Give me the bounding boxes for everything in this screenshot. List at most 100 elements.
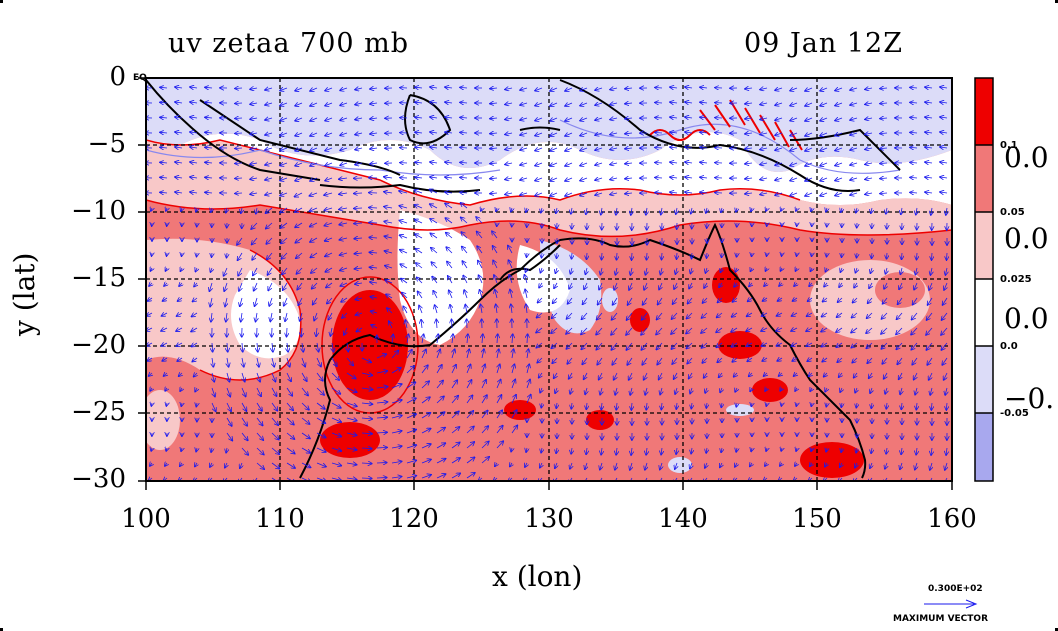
- wind-vector: [885, 267, 887, 274]
- wind-vector: [927, 357, 933, 365]
- wind-vector: [490, 133, 498, 134]
- y-tick-label: 0: [109, 62, 126, 92]
- wind-vector: [550, 178, 558, 181]
- wind-vector: [211, 312, 212, 322]
- wind-vector: [943, 297, 948, 305]
- wind-vector: [167, 253, 168, 256]
- wind-vector: [617, 252, 618, 260]
- wind-vector: [400, 235, 408, 238]
- wind-vector: [235, 118, 243, 119]
- wind-vector: [226, 207, 227, 213]
- wind-vector: [790, 88, 798, 91]
- wind-vector: [190, 87, 198, 88]
- wind-vector: [929, 282, 932, 290]
- colorbar-cell-6: [975, 413, 993, 481]
- wind-vector: [490, 103, 498, 104]
- wind-vector: [497, 334, 498, 344]
- wind-vector: [762, 313, 768, 316]
- wind-vector: [238, 252, 243, 260]
- wind-vector: [854, 282, 857, 288]
- wind-vector: [851, 327, 858, 333]
- wind-vector: [554, 372, 557, 378]
- wind-vector: [376, 463, 387, 464]
- wind-vector: [692, 252, 693, 259]
- wind-vector: [226, 312, 227, 322]
- wind-vector: [257, 372, 260, 382]
- wind-vector: [925, 132, 933, 133]
- white-band-north: [146, 132, 952, 205]
- red-cell-9: [875, 272, 925, 308]
- wind-vector: [415, 102, 423, 103]
- wind-vector: [660, 267, 662, 275]
- wind-vector: [265, 163, 273, 165]
- wind-vector: [595, 133, 603, 135]
- wind-vector: [763, 298, 768, 301]
- wind-vector: [392, 334, 393, 344]
- wind-vector: [419, 306, 422, 314]
- wind-vector: [823, 298, 828, 302]
- wind-vector: [898, 297, 903, 304]
- wind-vector: [512, 349, 514, 359]
- wind-vector: [540, 267, 542, 273]
- wind-vector: [448, 276, 453, 284]
- wind-vector: [630, 267, 632, 275]
- wind-vector: [212, 372, 214, 382]
- wind-vector: [386, 294, 393, 298]
- wind-vector: [505, 163, 513, 165]
- wind-vector: [585, 267, 587, 274]
- colorbar-big-label: 0.0: [1004, 222, 1049, 255]
- wind-vector: [550, 118, 558, 121]
- wind-vector: [256, 207, 257, 214]
- wind-vector: [369, 237, 378, 238]
- wind-vector: [194, 283, 197, 287]
- wind-vector: [745, 178, 753, 179]
- wind-vector: [385, 266, 393, 268]
- wind-vector: [719, 372, 722, 377]
- wind-vector: [445, 203, 453, 209]
- wind-vector: [370, 148, 378, 149]
- plot-title: uv zetaa 700 mb: [168, 28, 410, 59]
- wind-vector: [625, 88, 633, 89]
- wind-vector: [809, 373, 812, 376]
- wind-vector: [870, 267, 872, 273]
- wind-vector: [655, 103, 663, 104]
- wind-vector: [165, 268, 167, 271]
- wind-vector: [241, 207, 242, 213]
- wind-vector: [430, 219, 438, 224]
- red-cell-8: [630, 308, 650, 332]
- wind-vector: [280, 118, 288, 121]
- wind-vector: [267, 252, 273, 260]
- wind-vector: [539, 282, 542, 288]
- wind-vector: [836, 342, 843, 347]
- wind-vector: [190, 177, 198, 178]
- wind-vector: [296, 267, 303, 274]
- wind-vector: [295, 88, 303, 91]
- wind-vector: [536, 342, 543, 348]
- wind-vector: [280, 148, 288, 151]
- wind-vector: [210, 268, 212, 272]
- wind-vector: [916, 207, 917, 215]
- red-cell-5: [752, 378, 788, 402]
- colorbar-big-label: 0.0: [1004, 302, 1049, 335]
- wind-vector: [940, 87, 948, 88]
- wind-vector: [775, 193, 783, 195]
- x-tick-label: 130: [524, 504, 574, 534]
- wind-vector: [685, 117, 693, 118]
- wind-vector: [535, 88, 543, 91]
- wind-vector: [701, 327, 708, 333]
- wind-vector: [881, 327, 888, 334]
- colorbar-big-label: −0.: [1004, 382, 1055, 415]
- wind-vector: [389, 321, 392, 329]
- wind-vector: [466, 364, 471, 374]
- wind-vector: [794, 283, 797, 286]
- wind-vector: [780, 268, 782, 271]
- wind-vector: [776, 343, 783, 346]
- wind-vector: [452, 349, 455, 359]
- wind-vector: [690, 267, 692, 274]
- wind-vector: [370, 133, 378, 134]
- wind-vector: [749, 283, 752, 286]
- wind-vector: [910, 102, 918, 103]
- wind-vector: [191, 343, 198, 347]
- wind-vector: [550, 103, 558, 106]
- wind-vector: [399, 206, 408, 208]
